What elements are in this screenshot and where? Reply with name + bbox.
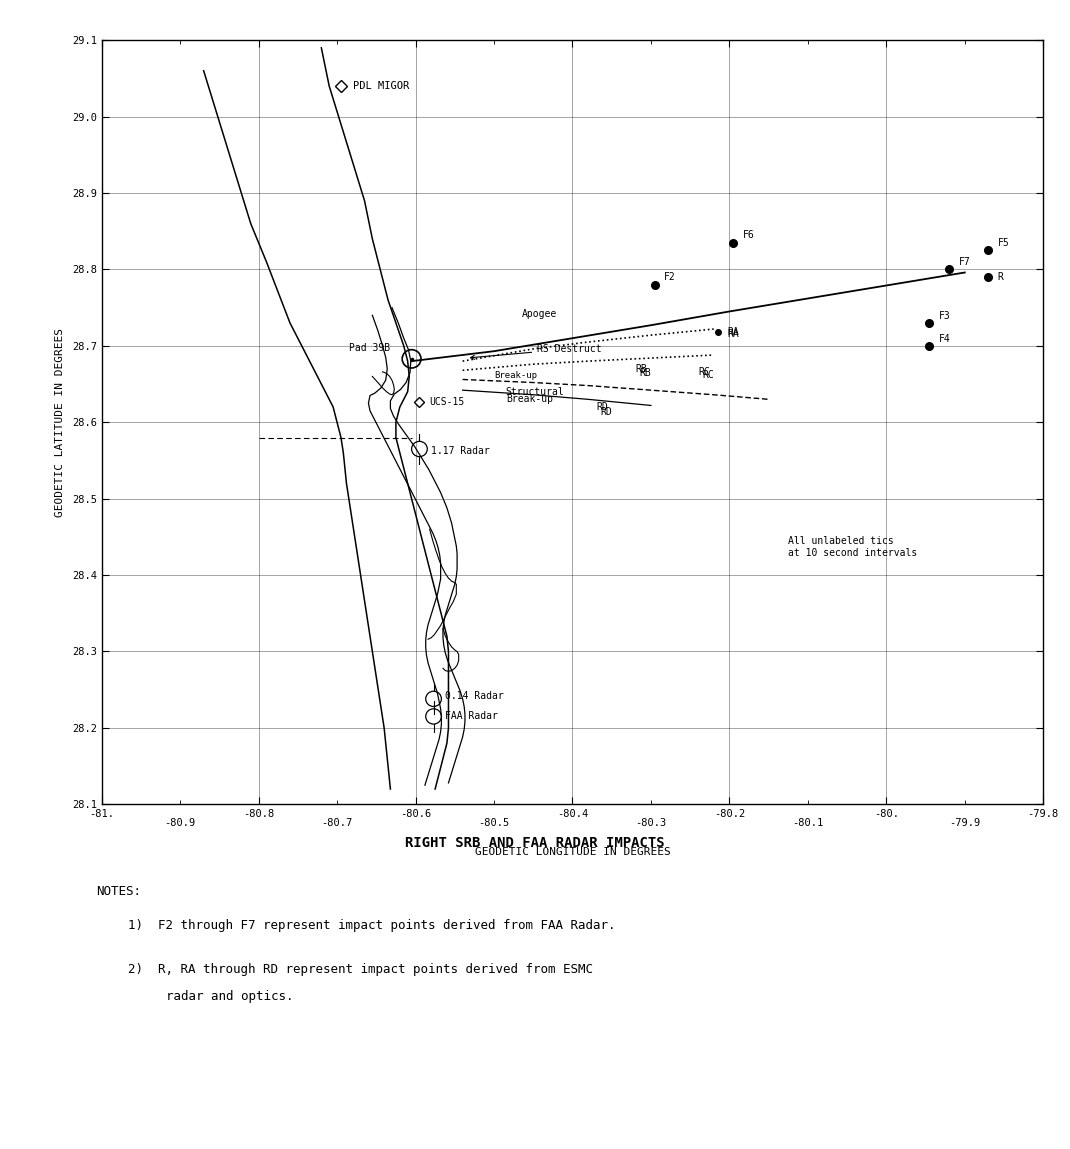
Text: F6: F6 bbox=[743, 231, 754, 240]
Text: All unlabeled tics
at 10 second intervals: All unlabeled tics at 10 second interval… bbox=[789, 537, 917, 558]
Text: RD: RD bbox=[600, 407, 612, 417]
Text: F7: F7 bbox=[959, 257, 970, 268]
Text: 1)  F2 through F7 represent impact points derived from FAA Radar.: 1) F2 through F7 represent impact points… bbox=[128, 919, 616, 932]
Text: RB: RB bbox=[636, 364, 647, 373]
Text: RA: RA bbox=[727, 327, 738, 337]
Text: -80.7: -80.7 bbox=[321, 818, 353, 828]
Text: -80.9: -80.9 bbox=[165, 818, 196, 828]
Text: FAA Radar: FAA Radar bbox=[445, 711, 499, 722]
Text: F2: F2 bbox=[664, 272, 676, 283]
Text: RC: RC bbox=[702, 370, 714, 380]
Text: Structural: Structural bbox=[506, 387, 565, 396]
Text: Apogee: Apogee bbox=[521, 309, 556, 318]
Text: 2)  R, RA through RD represent impact points derived from ESMC: 2) R, RA through RD represent impact poi… bbox=[128, 963, 594, 976]
Text: RIGHT SRB AND FAA RADAR IMPACTS: RIGHT SRB AND FAA RADAR IMPACTS bbox=[406, 836, 664, 850]
Text: Pad 39B: Pad 39B bbox=[349, 344, 389, 353]
Text: Break-up: Break-up bbox=[494, 371, 537, 380]
Text: PDL MIGOR: PDL MIGOR bbox=[353, 82, 409, 91]
Text: RS Destruct: RS Destruct bbox=[471, 344, 601, 360]
Text: Break-up: Break-up bbox=[506, 394, 553, 404]
X-axis label: GEODETIC LONGITUDE IN DEGREES: GEODETIC LONGITUDE IN DEGREES bbox=[475, 847, 670, 857]
Text: RA: RA bbox=[728, 329, 739, 339]
Text: -80.1: -80.1 bbox=[792, 818, 824, 828]
Text: RC: RC bbox=[698, 367, 709, 377]
Text: RD: RD bbox=[596, 402, 608, 412]
Text: UCS-15: UCS-15 bbox=[429, 398, 464, 408]
Text: F4: F4 bbox=[938, 333, 950, 344]
Text: RB: RB bbox=[639, 369, 651, 378]
Text: 1.17 Radar: 1.17 Radar bbox=[431, 446, 490, 455]
Y-axis label: GEODETIC LATITUDE IN DEGREES: GEODETIC LATITUDE IN DEGREES bbox=[55, 327, 65, 517]
Text: -80.3: -80.3 bbox=[636, 818, 667, 828]
Text: NOTES:: NOTES: bbox=[96, 885, 141, 897]
Text: radar and optics.: radar and optics. bbox=[166, 990, 293, 1003]
Text: 0.14 Radar: 0.14 Radar bbox=[445, 691, 504, 701]
Text: F5: F5 bbox=[997, 238, 1009, 248]
Text: -79.9: -79.9 bbox=[949, 818, 980, 828]
Text: R: R bbox=[997, 272, 1004, 283]
Text: -80.5: -80.5 bbox=[478, 818, 509, 828]
Text: F3: F3 bbox=[938, 310, 950, 321]
